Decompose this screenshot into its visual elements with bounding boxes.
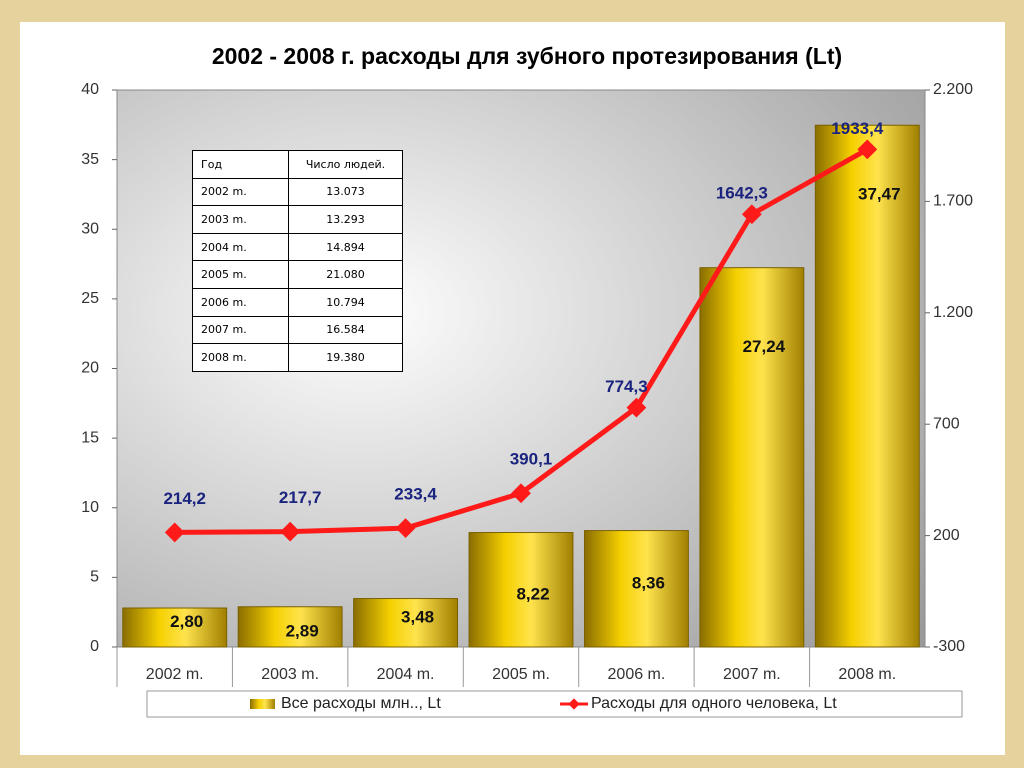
x-tick-label: 2002 m. <box>146 666 204 683</box>
x-tick-label: 2004 m. <box>377 666 435 683</box>
table-row: 2003 m. 13.293 <box>192 205 403 234</box>
line-marker <box>395 518 416 539</box>
x-tick-label: 2003 m. <box>261 666 319 683</box>
line-marker <box>626 397 647 418</box>
y-tick-label: 0 <box>90 638 99 655</box>
table-row: 2007 m. 16.584 <box>192 315 403 345</box>
bar-value-label: 8,36 <box>632 573 665 592</box>
y-tick-label: 25 <box>81 290 99 307</box>
table-cell: 2008 m. <box>192 343 289 372</box>
y2-tick-label: 200 <box>933 527 960 544</box>
y2-tick-label: 2.200 <box>933 81 973 98</box>
legend <box>146 690 963 718</box>
chart-title: 2002 - 2008 г. расходы для зубного проте… <box>212 43 842 69</box>
legend-swatch <box>250 699 275 709</box>
bar <box>814 124 920 648</box>
bar-value-label: 3,48 <box>401 607 434 626</box>
table-cell: 2006 m. <box>192 287 289 317</box>
table-cell: 13.293 <box>288 205 403 234</box>
line-value-label: 774,3 <box>605 377 648 396</box>
table-cell: 10.794 <box>288 287 403 317</box>
line-marker <box>511 483 531 504</box>
line-value-label: 217,7 <box>279 488 322 507</box>
bar <box>237 606 343 648</box>
y2-tick-label: -300 <box>933 638 965 655</box>
y2-tick-label: 700 <box>933 415 960 432</box>
legend-label: Все расходы млн.., Lt <box>281 695 441 712</box>
x-tick-label: 2006 m. <box>608 666 666 683</box>
legend-swatch-marker <box>568 698 580 710</box>
table-cell: 14.894 <box>288 232 403 262</box>
y2-tick-label: 1.700 <box>933 193 973 210</box>
table-cell: 13.073 <box>288 177 403 207</box>
table-row: 2006 m. 10.794 <box>192 287 403 317</box>
bar-value-label: 2,80 <box>170 612 203 631</box>
bar <box>583 530 689 648</box>
bar-value-label: 37,47 <box>858 185 901 204</box>
table-cell: 2002 m. <box>192 177 289 207</box>
table-cell: 16.584 <box>288 315 403 345</box>
line-marker <box>280 521 301 542</box>
table-cell: 2007 m. <box>192 315 289 345</box>
bar-value-label: 8,22 <box>516 584 549 603</box>
line-value-label: 1933,4 <box>831 119 884 138</box>
people-table: Год Число людей. 2002 m. 13.073 2003 m. 13.29… <box>192 150 403 372</box>
table-cell: 2003 m. <box>192 205 289 234</box>
table-cell: 2005 m. <box>192 260 289 289</box>
bar <box>699 267 805 648</box>
y-tick-label: 40 <box>81 81 99 98</box>
y-tick-label: 15 <box>81 429 99 446</box>
y2-tick-label: 1.200 <box>933 304 973 321</box>
bar <box>468 532 574 648</box>
table-cell: 2004 m. <box>192 232 289 262</box>
bar-value-label: 27,24 <box>743 337 786 356</box>
table-cell: Год <box>192 150 289 179</box>
table-cell: Число людей. <box>288 150 403 179</box>
legend-label: Расходы для одного человека, Lt <box>591 695 837 712</box>
line-value-label: 233,4 <box>394 485 437 504</box>
table-row: 2005 m. 21.080 <box>192 260 403 289</box>
table-row: 2002 m. 13.073 <box>192 177 403 207</box>
table-row: 2008 m. 19.380 <box>192 343 403 372</box>
x-tick-label: 2005 m. <box>492 666 550 683</box>
bar <box>353 598 459 648</box>
y-tick-label: 20 <box>81 360 99 377</box>
line-value-label: 390,1 <box>510 450 553 469</box>
y-tick-label: 30 <box>81 220 99 237</box>
y-tick-label: 5 <box>90 569 99 586</box>
table-row: 2004 m. 14.894 <box>192 232 403 262</box>
y-tick-label: 35 <box>81 151 99 168</box>
bar-value-label: 2,89 <box>286 621 319 640</box>
table-cell: 19.380 <box>288 343 403 372</box>
x-tick-label: 2007 m. <box>723 666 781 683</box>
line-value-label: 1642,3 <box>716 184 768 203</box>
bar <box>122 607 228 648</box>
y-tick-label: 10 <box>81 499 99 516</box>
table-cell: 21.080 <box>288 260 403 289</box>
x-tick-label: 2008 m. <box>838 666 896 683</box>
line-value-label: 214,2 <box>163 489 206 508</box>
table-row: Год Число людей. <box>192 150 403 179</box>
